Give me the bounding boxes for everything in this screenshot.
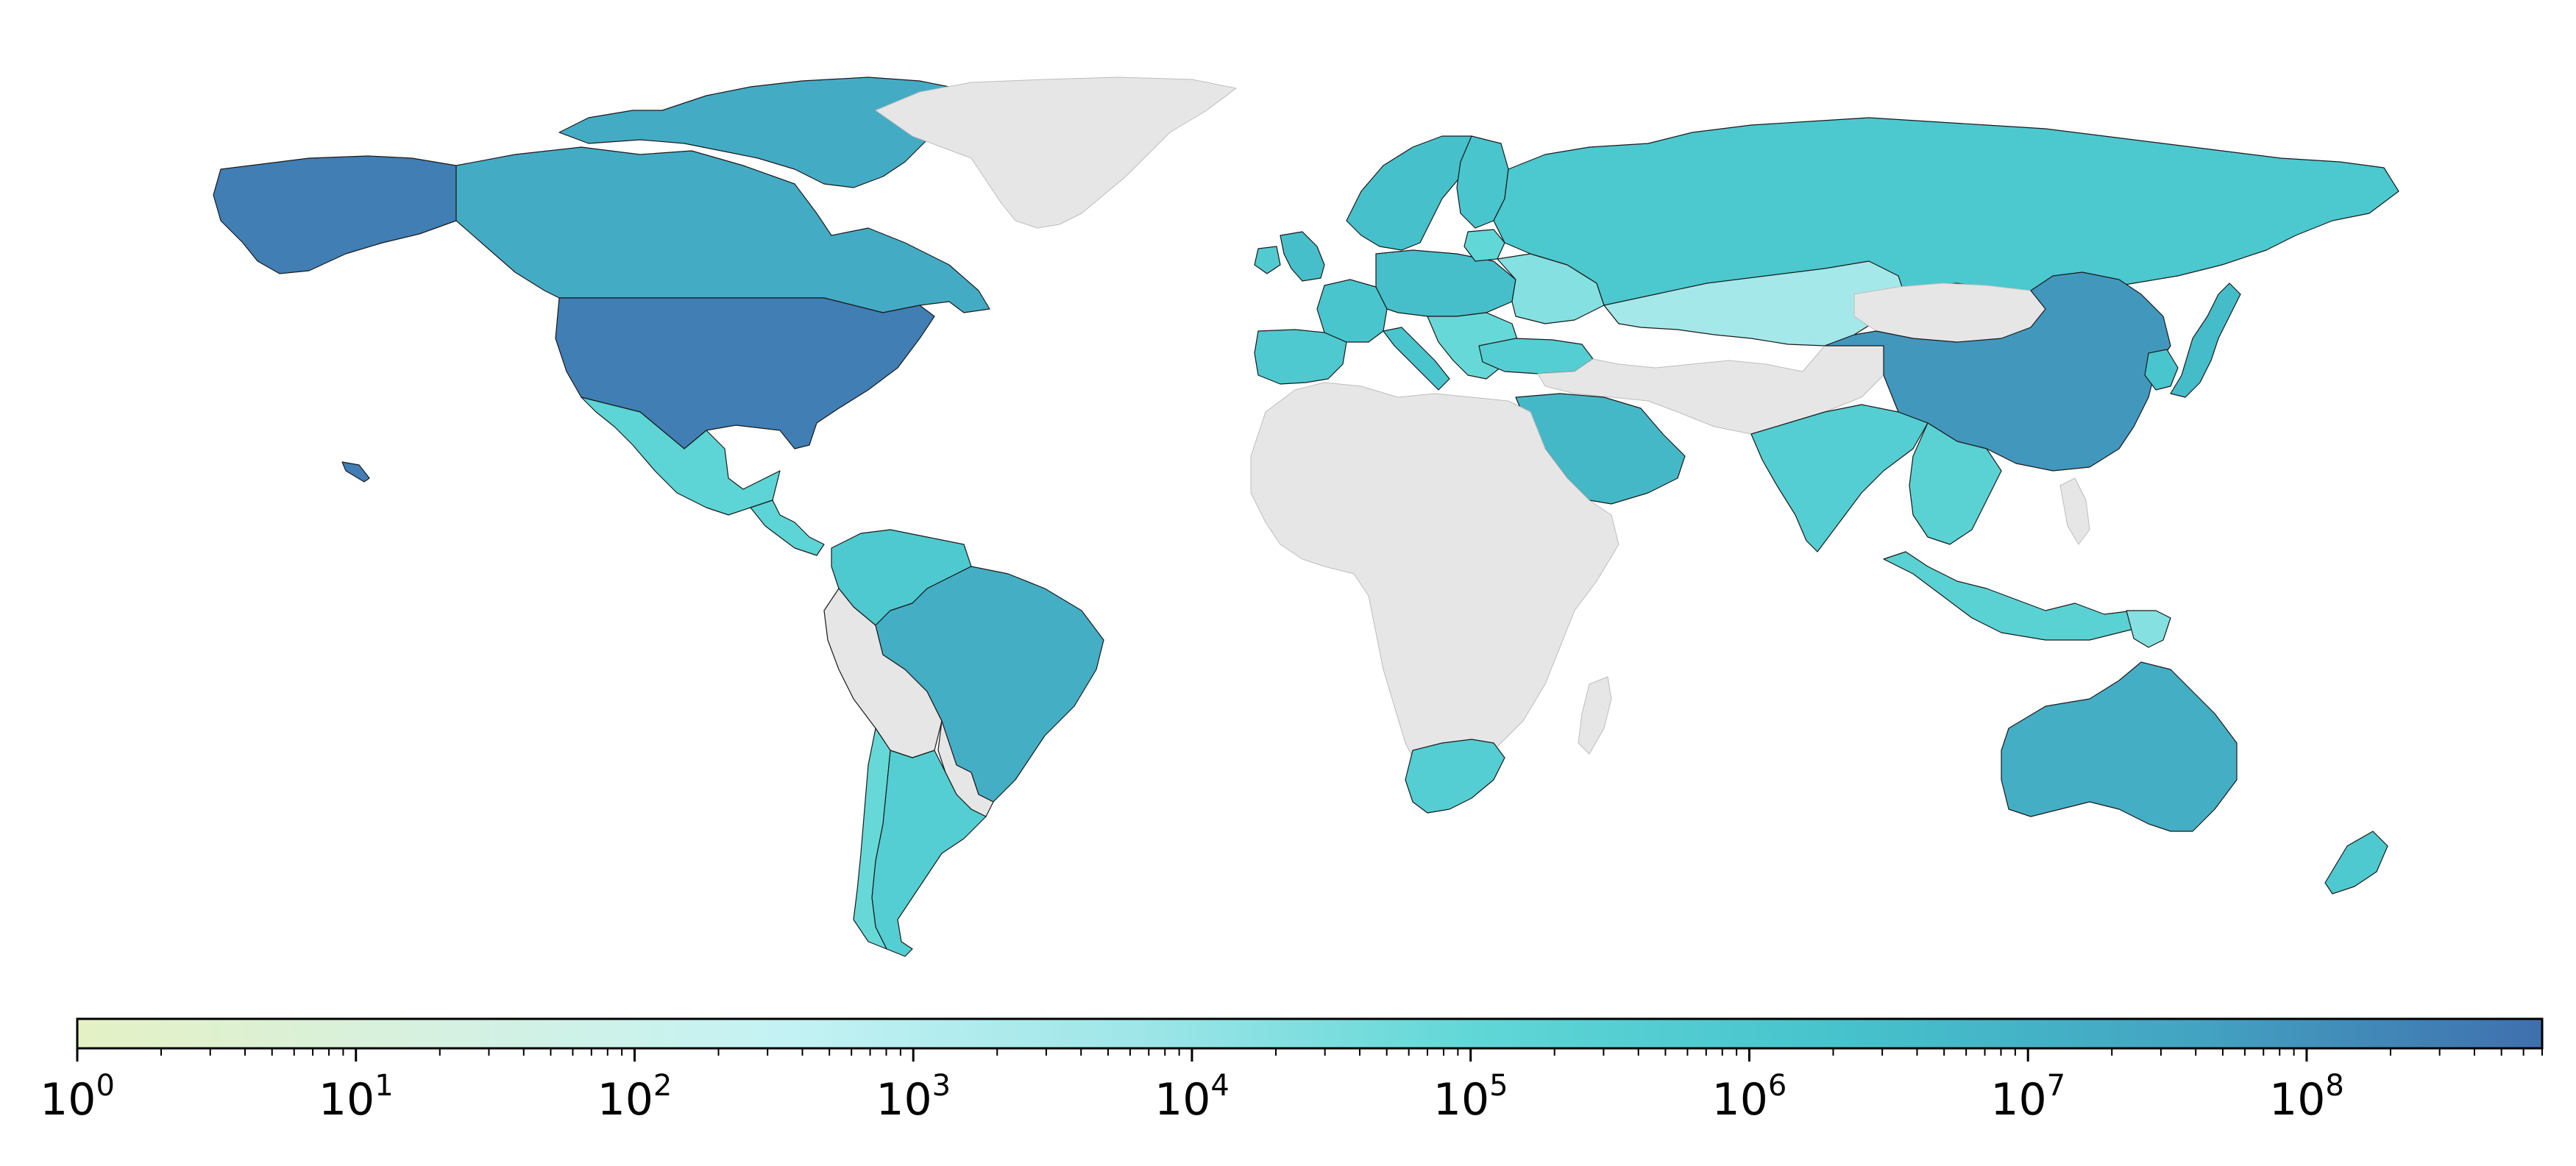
colorbar-ticks <box>76 1048 2543 1062</box>
region-africa[interactable] <box>1250 382 1619 781</box>
colorbar-tick-label: 102 <box>597 1069 673 1126</box>
region-brazil[interactable] <box>875 566 1104 803</box>
region-iberia[interactable] <box>1254 329 1347 385</box>
tick-exponent: 1 <box>375 1069 393 1103</box>
region-italy[interactable] <box>1383 327 1450 391</box>
tick-base: 10 <box>2269 1074 2325 1126</box>
tick-exponent: 3 <box>932 1069 951 1103</box>
region-south-africa[interactable] <box>1405 739 1505 814</box>
tick-exponent: 5 <box>1489 1069 1508 1103</box>
tick-exponent: 0 <box>96 1069 114 1103</box>
colorbar-tick-label: 103 <box>876 1069 951 1126</box>
region-united-states[interactable] <box>555 297 935 449</box>
tick-base: 10 <box>319 1074 375 1126</box>
tick-exponent: 2 <box>653 1069 672 1103</box>
tick-exponent: 8 <box>2325 1069 2343 1103</box>
region-australia[interactable] <box>2001 661 2238 832</box>
colorbar-tick-label: 108 <box>2269 1069 2344 1126</box>
colorbar-tick-label: 101 <box>319 1069 394 1126</box>
tick-exponent: 7 <box>2047 1069 2065 1103</box>
map-regions <box>213 77 2399 957</box>
region-new-zealand[interactable] <box>2324 831 2388 895</box>
tick-base: 10 <box>597 1074 653 1126</box>
region-madagascar[interactable] <box>1578 676 1612 755</box>
tick-base: 10 <box>876 1074 932 1126</box>
region-mexico[interactable] <box>581 397 781 516</box>
region-hawaii[interactable] <box>341 461 370 483</box>
tick-base: 10 <box>1712 1074 1768 1126</box>
region-central-america[interactable] <box>750 500 825 556</box>
tick-exponent: 6 <box>1768 1069 1786 1103</box>
tick-base: 10 <box>1154 1074 1210 1126</box>
region-central-europe[interactable] <box>1375 249 1516 317</box>
colorbar-tick-labels: 100 101 102 103 104 105 106 107 108 <box>40 1069 2344 1126</box>
region-france[interactable] <box>1316 279 1388 343</box>
region-indonesia[interactable] <box>1883 551 2149 641</box>
region-japan[interactable] <box>2170 282 2241 398</box>
tick-base: 10 <box>1433 1074 1489 1126</box>
region-india[interactable] <box>1750 404 1929 552</box>
region-greenland[interactable] <box>875 77 1237 229</box>
colorbar-tick-label: 106 <box>1712 1069 1787 1126</box>
colorbar-tick-label: 104 <box>1154 1069 1230 1126</box>
region-philippines[interactable] <box>2059 477 2090 545</box>
region-korea[interactable] <box>2144 349 2179 391</box>
colorbar-tick-label: 107 <box>1990 1069 2065 1126</box>
tick-exponent: 4 <box>1210 1069 1229 1103</box>
colorbar-tick-label: 105 <box>1433 1069 1508 1126</box>
region-uk[interactable] <box>1280 231 1325 282</box>
region-finland[interactable] <box>1456 135 1509 229</box>
tick-base: 10 <box>40 1074 96 1126</box>
region-papua-new-guinea[interactable] <box>2126 610 2171 648</box>
colorbar-tick-label: 100 <box>40 1069 115 1126</box>
colorbar-bar <box>76 1017 2544 1050</box>
region-alaska[interactable] <box>213 155 457 274</box>
region-canada[interactable] <box>455 146 990 313</box>
region-chile[interactable] <box>853 728 891 950</box>
region-ireland[interactable] <box>1254 246 1281 274</box>
region-southeast-asia[interactable] <box>1909 422 2002 545</box>
colorbar: 100 101 102 103 104 105 106 107 108 <box>40 1017 2544 1126</box>
tick-base: 10 <box>1990 1074 2046 1126</box>
